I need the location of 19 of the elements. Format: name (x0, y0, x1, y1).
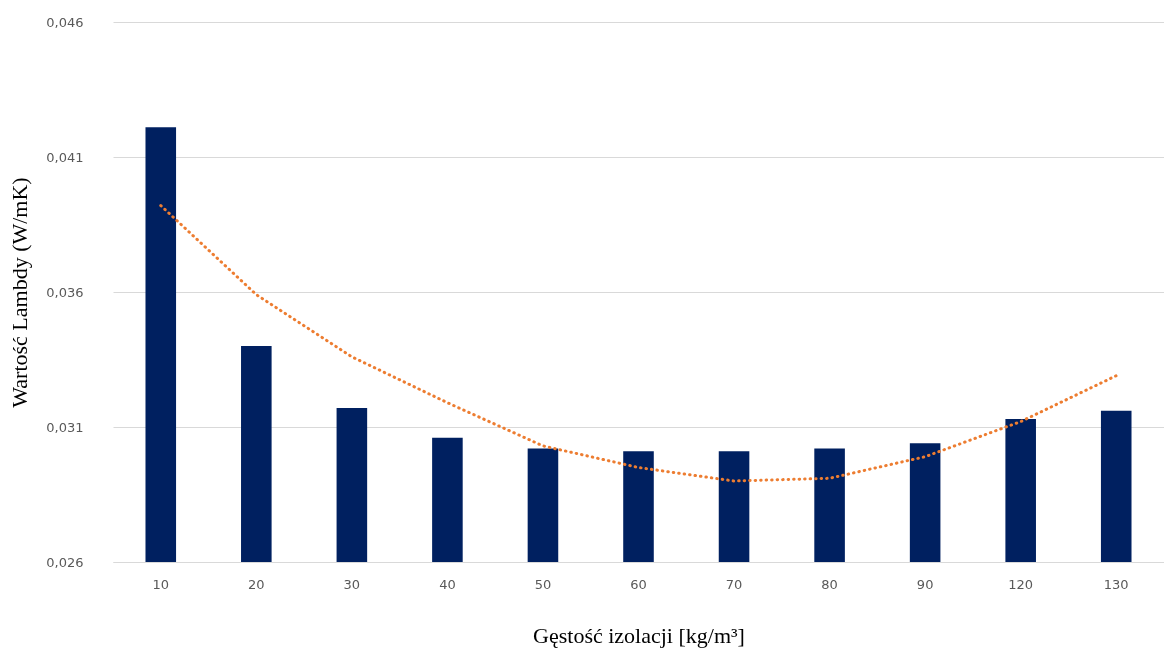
y-tick-label: 0,041 (46, 149, 84, 165)
x-tick-label: 20 (248, 576, 265, 592)
y-tick-label: 0,031 (46, 419, 84, 435)
y-axis-title: Wartość Lambdy (W/mK) (7, 177, 33, 408)
x-tick-label: 80 (821, 576, 838, 592)
x-tick-label: 40 (439, 576, 456, 592)
x-tick-label: 60 (630, 576, 647, 592)
x-tick-label: 130 (1103, 576, 1129, 592)
x-axis-title: Gęstość izolacji [kg/m³] (533, 622, 745, 648)
x-tick-label: 30 (343, 576, 361, 592)
x-tick-label: 90 (916, 576, 934, 592)
x-tick-label: 120 (1008, 576, 1034, 592)
line-series (159, 204, 1118, 483)
y-tick-label: 0,036 (46, 284, 84, 300)
x-tick-label: 70 (725, 576, 743, 592)
y-tick-label: 0,026 (46, 554, 84, 570)
y-tick-label: 0,046 (46, 14, 84, 30)
x-tick-label: 50 (534, 576, 552, 592)
x-tick-label: 10 (152, 576, 170, 592)
